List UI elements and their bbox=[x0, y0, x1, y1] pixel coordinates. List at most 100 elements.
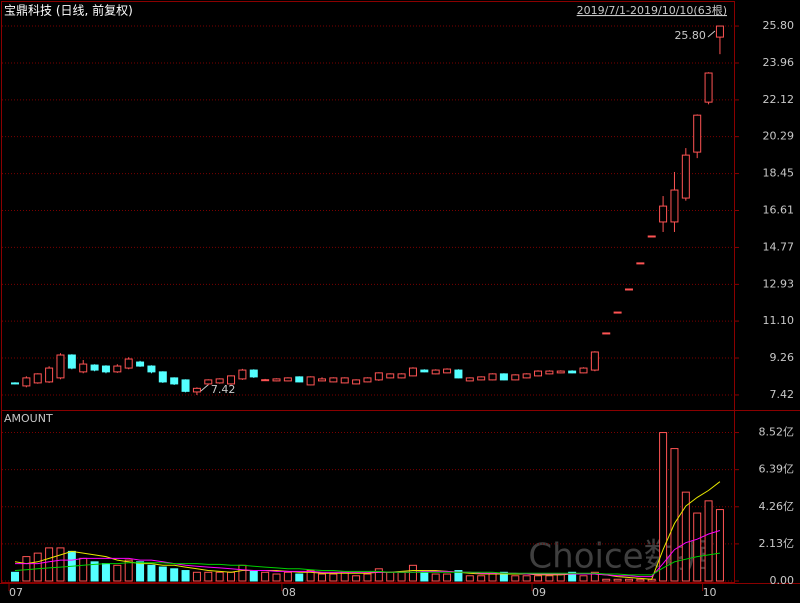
candle-body bbox=[681, 154, 690, 199]
candle-body bbox=[261, 379, 270, 382]
volume-bar bbox=[101, 563, 110, 582]
candle-body bbox=[79, 363, 88, 373]
volume-bar bbox=[477, 575, 486, 582]
chart-title: 宝鼎科技 (日线, 前复权) bbox=[4, 3, 133, 18]
volume-bar bbox=[317, 573, 326, 582]
volume-bar bbox=[249, 570, 258, 582]
candle-body bbox=[329, 377, 338, 383]
volume-bar bbox=[306, 570, 315, 582]
candle-body bbox=[158, 371, 167, 383]
volume-bar bbox=[693, 512, 702, 582]
candle-body bbox=[227, 375, 236, 385]
candle-body bbox=[522, 373, 531, 379]
candle-body bbox=[11, 382, 19, 385]
volume-bar bbox=[227, 571, 236, 582]
volume-bar bbox=[613, 578, 622, 582]
volume-bar bbox=[11, 571, 19, 582]
volume-bar bbox=[602, 578, 611, 582]
volume-bar bbox=[352, 575, 361, 582]
candle-body bbox=[352, 379, 361, 385]
volume-bar bbox=[715, 509, 724, 582]
candle-body bbox=[420, 369, 429, 373]
volume-bar bbox=[22, 556, 31, 582]
candle-body bbox=[295, 376, 304, 383]
volume-bar bbox=[465, 575, 474, 582]
volume-bar bbox=[215, 571, 224, 582]
candle-body bbox=[647, 235, 656, 238]
volume-bar bbox=[363, 573, 372, 582]
annotation: 7.42 bbox=[211, 383, 236, 396]
y-tick-label: 0.00 bbox=[770, 574, 795, 587]
x-tick-label: 10 bbox=[703, 586, 717, 599]
candle-body bbox=[374, 372, 383, 381]
volume-bar bbox=[295, 573, 304, 582]
volume-bar bbox=[170, 568, 179, 582]
watermark: Choice数据 bbox=[528, 537, 711, 577]
y-tick-label: 2.13亿 bbox=[759, 537, 795, 550]
candle-body bbox=[488, 373, 497, 381]
volume-bar bbox=[90, 561, 99, 582]
candle-body bbox=[443, 368, 452, 374]
volume-bar bbox=[545, 575, 554, 582]
volume-bar bbox=[397, 571, 406, 582]
volume-bar bbox=[181, 570, 190, 582]
candle-body bbox=[613, 311, 622, 314]
candle-body bbox=[45, 367, 54, 383]
y-tick-label: 23.96 bbox=[763, 56, 795, 69]
volume-bar bbox=[374, 568, 383, 582]
candle-body bbox=[124, 358, 133, 369]
volume-bar bbox=[238, 564, 247, 582]
volume-bar bbox=[147, 564, 156, 582]
candle-body bbox=[465, 377, 474, 382]
y-tick-label: 7.42 bbox=[770, 388, 795, 401]
volume-bar bbox=[158, 566, 167, 582]
y-tick-label: 6.39亿 bbox=[759, 463, 795, 476]
candle-body bbox=[715, 25, 724, 38]
candle-body bbox=[249, 369, 258, 378]
candle-body bbox=[397, 373, 406, 379]
candle-body bbox=[704, 72, 713, 103]
candle-body bbox=[511, 374, 520, 381]
candle-body bbox=[113, 365, 122, 373]
candle-body bbox=[659, 205, 668, 223]
candle-body bbox=[624, 288, 633, 291]
candle-body bbox=[90, 364, 99, 371]
candle-body bbox=[545, 370, 554, 375]
candle-body bbox=[386, 373, 395, 379]
candle-body bbox=[272, 378, 281, 382]
annotation-arrow bbox=[200, 384, 209, 392]
candle-body bbox=[579, 367, 588, 374]
volume-bar bbox=[534, 575, 543, 582]
candle-body bbox=[693, 114, 702, 153]
candle-body bbox=[363, 377, 372, 383]
volume-bar bbox=[192, 571, 201, 582]
candle-body bbox=[534, 370, 543, 377]
y-tick-label: 4.26亿 bbox=[759, 500, 795, 513]
candle-body bbox=[408, 367, 417, 377]
volume-bar bbox=[454, 570, 463, 582]
volume-bar bbox=[624, 578, 633, 582]
volume-bar bbox=[579, 575, 588, 582]
x-tick-label: 07 bbox=[9, 586, 23, 599]
volume-bar bbox=[204, 571, 213, 582]
date-range: 2019/7/1-2019/10/10(63根) bbox=[577, 3, 727, 17]
y-tick-label: 9.26 bbox=[770, 351, 795, 364]
volume-bar bbox=[329, 573, 338, 582]
volume-title: AMOUNT bbox=[4, 412, 53, 425]
candle-body bbox=[181, 379, 190, 392]
volume-bar bbox=[420, 571, 429, 582]
ma-line bbox=[15, 530, 721, 578]
volume-bar bbox=[408, 564, 417, 582]
volume-bar bbox=[136, 561, 145, 582]
volume-bar bbox=[659, 432, 668, 582]
candle-body bbox=[306, 376, 315, 386]
candle-body bbox=[283, 377, 292, 382]
volume-bar bbox=[590, 571, 599, 582]
volume-bar bbox=[283, 571, 292, 582]
y-tick-label: 11.10 bbox=[763, 314, 795, 327]
ma-line bbox=[14, 552, 720, 576]
candle-body bbox=[340, 377, 349, 384]
candle-body bbox=[147, 365, 156, 373]
volume-bar bbox=[124, 559, 133, 582]
